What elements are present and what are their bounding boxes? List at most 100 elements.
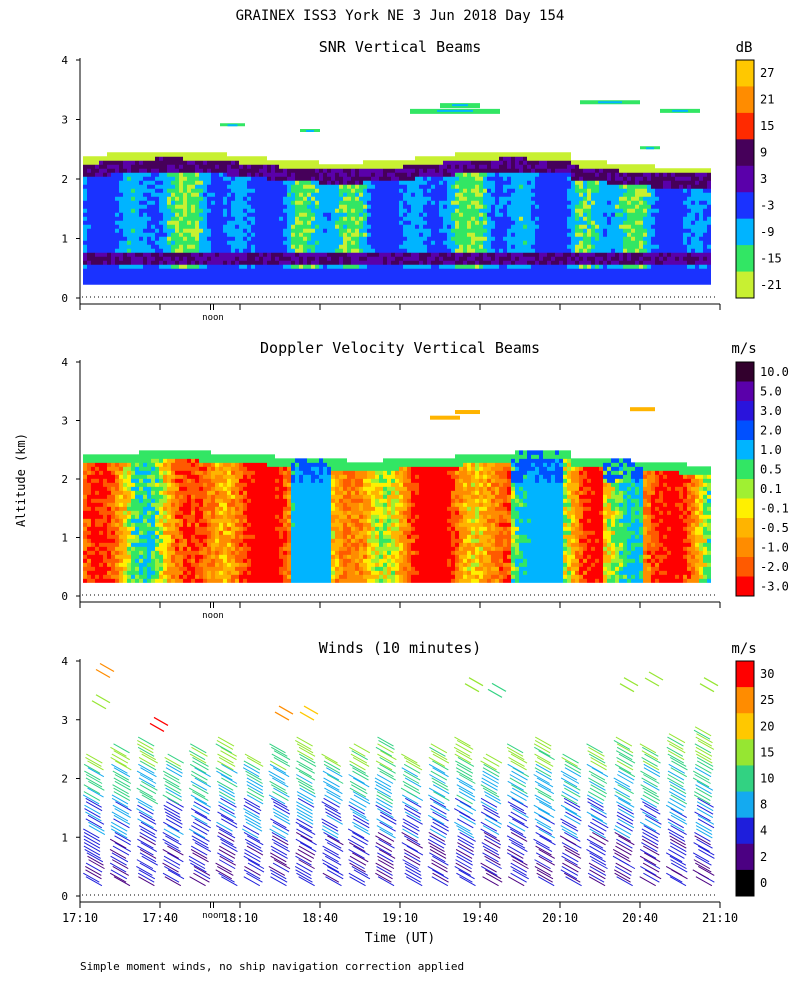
snr-cell bbox=[267, 264, 271, 269]
snr-cell bbox=[151, 196, 155, 201]
snr-cell bbox=[491, 276, 495, 281]
snr-cell bbox=[199, 276, 203, 281]
snr-cell bbox=[375, 160, 379, 165]
snr-cell bbox=[139, 204, 143, 209]
snr-cell bbox=[511, 216, 515, 221]
snr-cell bbox=[427, 260, 431, 265]
snr-cell bbox=[419, 236, 423, 241]
snr-cell bbox=[427, 188, 431, 193]
snr-cell bbox=[251, 176, 255, 181]
snr-cell bbox=[379, 208, 383, 213]
snr-cell bbox=[203, 200, 207, 205]
snr-cell bbox=[171, 216, 175, 221]
snr-cell bbox=[519, 188, 523, 193]
snr-cell bbox=[695, 180, 699, 185]
snr-cell bbox=[263, 160, 267, 165]
snr-cell bbox=[335, 164, 339, 169]
snr-cell bbox=[487, 152, 491, 157]
snr-cell bbox=[115, 248, 119, 253]
snr-cell bbox=[211, 280, 215, 285]
snr-cell bbox=[399, 192, 403, 197]
snr-cell bbox=[155, 216, 159, 221]
snr-cell bbox=[499, 184, 503, 189]
snr-cell bbox=[323, 212, 327, 217]
snr-cell bbox=[423, 260, 427, 265]
snr-cell bbox=[251, 232, 255, 237]
snr-cell bbox=[263, 172, 267, 177]
snr-cell bbox=[359, 196, 363, 201]
snr-cell bbox=[499, 268, 503, 273]
snr-cell bbox=[583, 256, 587, 261]
snr-cell bbox=[91, 228, 95, 233]
snr-cell bbox=[427, 184, 431, 189]
snr-cell bbox=[247, 272, 251, 277]
snr-cell bbox=[551, 256, 555, 261]
snr-cell bbox=[555, 236, 559, 241]
snr-cell bbox=[567, 204, 571, 209]
snr-cell bbox=[639, 192, 643, 197]
snr-cell bbox=[287, 164, 291, 169]
snr-cell bbox=[147, 220, 151, 225]
snr-cell bbox=[387, 212, 391, 217]
snr-cell bbox=[327, 212, 331, 217]
snr-cell bbox=[479, 220, 483, 225]
snr-cell bbox=[371, 212, 375, 217]
snr-cell bbox=[123, 176, 127, 181]
snr-cell bbox=[487, 208, 491, 213]
snr-cell bbox=[291, 248, 295, 253]
snr-cell bbox=[595, 176, 599, 181]
snr-cell bbox=[163, 240, 167, 245]
snr-cell bbox=[487, 272, 491, 277]
snr-cell bbox=[443, 268, 447, 273]
snr-cell bbox=[335, 176, 339, 181]
snr-cell bbox=[91, 188, 95, 193]
snr-cell bbox=[703, 272, 707, 277]
snr-cell bbox=[659, 240, 663, 245]
snr-cell bbox=[407, 280, 411, 285]
snr-cell bbox=[311, 176, 315, 181]
snr-cell bbox=[387, 264, 391, 269]
snr-cell bbox=[455, 228, 459, 233]
snr-cell bbox=[451, 188, 455, 193]
snr-cell bbox=[579, 204, 583, 209]
snr-cell bbox=[311, 252, 315, 257]
snr-cell bbox=[119, 248, 123, 253]
snr-cell bbox=[611, 276, 615, 281]
snr-cell bbox=[399, 272, 403, 277]
snr-cell bbox=[675, 260, 679, 265]
snr-cell bbox=[415, 168, 419, 173]
snr-cell bbox=[107, 172, 111, 177]
snr-cell bbox=[503, 196, 507, 201]
snr-cell bbox=[251, 172, 255, 177]
snr-cell bbox=[591, 228, 595, 233]
snr-cell bbox=[679, 228, 683, 233]
snr-cell bbox=[235, 272, 239, 277]
snr-cell bbox=[431, 260, 435, 265]
snr-cell bbox=[547, 268, 551, 273]
snr-cell bbox=[691, 208, 695, 213]
snr-cell bbox=[251, 200, 255, 205]
snr-cell bbox=[479, 168, 483, 173]
snr-cell bbox=[163, 212, 167, 217]
snr-cell bbox=[471, 272, 475, 277]
snr-cell bbox=[331, 176, 335, 181]
snr-cell bbox=[535, 268, 539, 273]
snr-cell bbox=[471, 196, 475, 201]
snr-cell bbox=[695, 264, 699, 269]
snr-cell bbox=[227, 232, 231, 237]
snr-cell bbox=[203, 264, 207, 269]
snr-cell bbox=[343, 172, 347, 177]
snr-cell bbox=[147, 280, 151, 285]
snr-cell bbox=[539, 212, 543, 217]
snr-cell bbox=[159, 212, 163, 217]
snr-cell bbox=[615, 188, 619, 193]
snr-cell bbox=[463, 236, 467, 241]
snr-cell bbox=[683, 212, 687, 217]
snr-cell bbox=[275, 172, 279, 177]
snr-cell bbox=[119, 224, 123, 229]
snr-cell bbox=[443, 220, 447, 225]
snr-cell bbox=[531, 252, 535, 257]
snr-cell bbox=[163, 172, 167, 177]
snr-cell bbox=[491, 184, 495, 189]
snr-cell bbox=[551, 240, 555, 245]
